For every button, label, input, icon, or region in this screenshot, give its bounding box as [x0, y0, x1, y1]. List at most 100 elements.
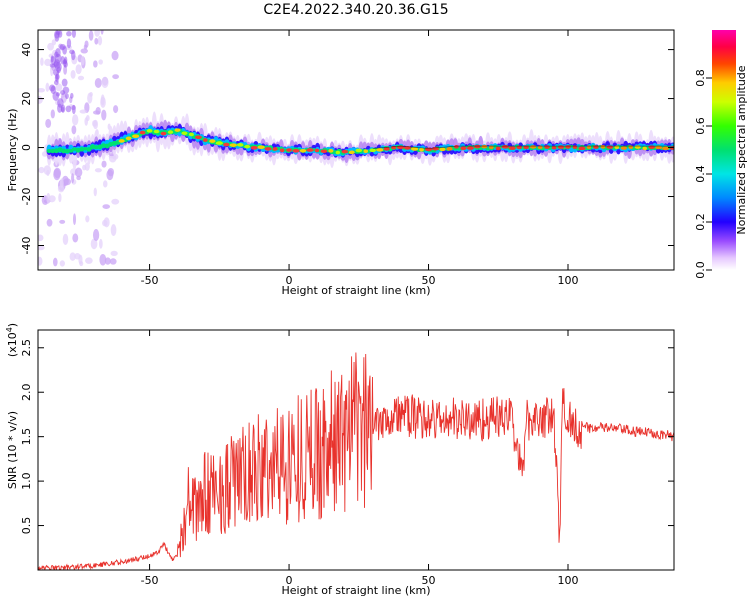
noise-blob [93, 119, 99, 130]
noise-blob [75, 64, 82, 75]
heatmap-peak [369, 148, 376, 153]
noise-blob [62, 45, 67, 55]
heatmap-peak [439, 147, 446, 152]
heatmap-peak [376, 148, 384, 152]
heatmap-peak [299, 148, 307, 153]
noise-blob [94, 168, 102, 173]
noise-blob [38, 245, 45, 251]
spectrogram-y-tick-label: 20 [20, 92, 33, 106]
colorbar-tick-label: 0.0 [694, 261, 707, 279]
noise-blob [49, 84, 56, 92]
colorbar-tick-label: 0.8 [694, 69, 707, 87]
heatmap-peak [578, 146, 586, 151]
noise-blob [59, 260, 65, 267]
snr-y-tick-label: 1.5 [20, 428, 33, 446]
snr-x-tick-label: -50 [141, 574, 159, 587]
snr-x-axis-label: Height of straight line (km) [281, 584, 430, 597]
heatmap-peak [341, 149, 349, 154]
spectrogram-y-axis-label: Frequency (Hz) [6, 109, 19, 192]
heatmap-peak [306, 148, 314, 152]
noise-blob [94, 37, 99, 45]
heatmap-peak [529, 145, 537, 149]
noise-blob [69, 252, 76, 261]
noise-blob [98, 59, 103, 65]
heatmap-peak [508, 146, 516, 150]
noise-blob [93, 187, 97, 197]
noise-blob [38, 234, 44, 242]
snr-x-tick-label: 0 [286, 574, 293, 587]
heatmap-peak [669, 146, 674, 150]
heatmap-peak [523, 145, 529, 150]
heatmap-peak [229, 143, 237, 147]
noise-blob [85, 257, 93, 264]
noise-blob [45, 82, 50, 92]
noise-blob [38, 256, 43, 266]
noise-blob [45, 118, 52, 128]
heatmap-peak [551, 145, 557, 150]
noise-blob [46, 192, 51, 204]
spectrogram-y-ticks: -40 -20 0 20 40 [20, 43, 674, 254]
noise-blob [66, 31, 72, 37]
heatmap-peak [655, 145, 663, 150]
spectrogram-x-ticks: -50 0 50 100 [141, 30, 579, 287]
noise-blob [111, 50, 119, 61]
noise-blob [102, 219, 108, 227]
heatmap-peak [188, 132, 195, 137]
heatmap-peak [314, 148, 320, 153]
heatmap-cell [61, 148, 67, 154]
spectrogram-y-tick-label: -20 [20, 188, 33, 206]
heatmap-peak [328, 149, 334, 153]
noise-blob [38, 166, 45, 174]
noise-blob [59, 219, 66, 224]
noise-blob [38, 95, 43, 104]
spectrogram-y-tick-label: 0 [20, 144, 33, 151]
noise-blob [97, 35, 103, 46]
noise-blob [71, 173, 75, 184]
colorbar-gradient [712, 30, 736, 270]
noise-blob [51, 39, 57, 46]
heatmap-peak [642, 146, 647, 151]
noise-blob [107, 167, 115, 177]
heatmap-peak [250, 146, 258, 150]
snr-frame [37, 329, 675, 571]
noise-blob [101, 160, 107, 168]
noise-blob [101, 76, 109, 89]
noise-blob [54, 51, 59, 58]
noise-blob [63, 58, 67, 67]
heatmap-peak [565, 145, 571, 149]
heatmap-peak [320, 149, 328, 154]
noise-blob [109, 258, 117, 265]
noise-blob [63, 178, 72, 186]
heatmap-peak [355, 148, 363, 153]
noise-blob [57, 103, 63, 113]
snr-series-line [38, 352, 674, 570]
noise-blob [94, 30, 101, 37]
noise-blob [87, 92, 93, 104]
noise-blob [50, 109, 55, 119]
noise-blob [53, 168, 61, 181]
heatmap-peak [620, 146, 627, 150]
heatmap-peak [411, 147, 419, 151]
heatmap-peak [223, 142, 230, 147]
noise-blob [46, 218, 53, 227]
noise-blob [110, 250, 118, 257]
heatmap-peak [139, 130, 146, 135]
heatmap-peak [516, 145, 522, 150]
noise-blob [60, 106, 65, 113]
heatmap-peak [286, 148, 292, 152]
ridge-trace [372, 145, 674, 149]
spectrogram-x-tick-label: 100 [558, 274, 579, 287]
noise-blob [78, 254, 83, 265]
heatmap-peak [446, 147, 453, 151]
snr-y-tick-label: 2.0 [20, 383, 33, 401]
snr-y-tick-label: 0.5 [20, 517, 33, 535]
heatmap-cell [46, 148, 52, 153]
heatmap-peak [215, 141, 223, 145]
noise-blob [47, 42, 55, 51]
spectrogram-panel: -50 0 50 100 -40 -20 0 20 40 Height of straight… [6, 29, 675, 297]
heatmap-peak [153, 129, 160, 134]
heatmap-peak [600, 145, 606, 149]
heatmap-peak [146, 128, 153, 133]
noise-blob [93, 60, 98, 68]
spectrogram-heatmap [38, 30, 674, 267]
